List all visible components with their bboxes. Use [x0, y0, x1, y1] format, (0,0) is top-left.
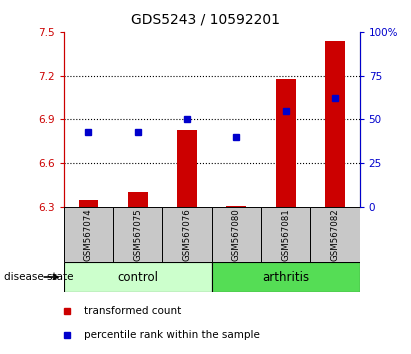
Bar: [177, 130, 197, 207]
Text: GSM567081: GSM567081: [281, 208, 290, 261]
Text: GSM567082: GSM567082: [330, 208, 339, 261]
Text: arthritis: arthritis: [262, 270, 309, 284]
Bar: [64, 262, 212, 292]
Bar: [79, 200, 98, 207]
Bar: [212, 207, 261, 262]
Bar: [261, 207, 310, 262]
Bar: [276, 79, 296, 207]
Text: GSM567074: GSM567074: [84, 208, 93, 261]
Bar: [310, 207, 360, 262]
Bar: [128, 193, 148, 207]
Bar: [64, 207, 113, 262]
Text: GDS5243 / 10592201: GDS5243 / 10592201: [131, 12, 280, 27]
Text: control: control: [117, 270, 158, 284]
Text: GSM567076: GSM567076: [182, 208, 192, 261]
Text: disease state: disease state: [4, 272, 74, 282]
Bar: [113, 207, 162, 262]
Text: GSM567080: GSM567080: [232, 208, 241, 261]
Bar: [226, 206, 246, 207]
Text: percentile rank within the sample: percentile rank within the sample: [84, 330, 260, 340]
Bar: [162, 207, 212, 262]
Bar: [325, 41, 345, 207]
Bar: [212, 262, 360, 292]
Text: transformed count: transformed count: [84, 306, 182, 316]
Text: GSM567075: GSM567075: [133, 208, 142, 261]
